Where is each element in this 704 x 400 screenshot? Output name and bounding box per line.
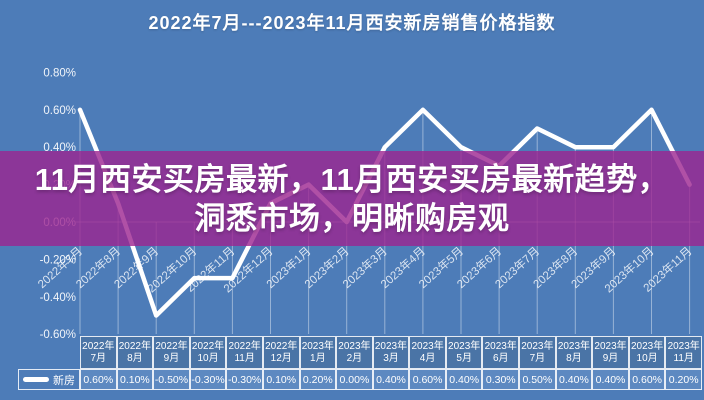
month-header-cell: 2023年 11月 xyxy=(665,336,702,369)
header-month: 1月 xyxy=(310,352,326,364)
month-header-cell: 2023年 10月 xyxy=(628,336,666,369)
headline-line-1: 11月西安买房最新，11月西安买房最新趋势， xyxy=(34,161,670,197)
header-year: 2022年 xyxy=(265,340,298,352)
y-tick-label: 0.60% xyxy=(43,105,76,117)
value-cell: 0.10% xyxy=(116,369,154,390)
month-header-cell: 2022年 10月 xyxy=(189,336,227,369)
month-header-cell: 2023年 8月 xyxy=(555,336,593,369)
value-cell: 0.60% xyxy=(628,369,666,390)
chart-title: 2022年7月---2023年11月西安新房销售价格指数 xyxy=(148,13,556,33)
month-header-cell: 2023年 2月 xyxy=(336,336,373,369)
header-year: 2022年 xyxy=(191,340,225,352)
month-header-cell: 2023年 1月 xyxy=(299,336,337,369)
month-header-cell: 2023年 3月 xyxy=(372,336,410,369)
y-tick-label: -0.40% xyxy=(40,292,76,304)
month-header-cell: 2022年 11月 xyxy=(226,336,263,369)
header-month: 5月 xyxy=(456,352,472,364)
price-index-polyline xyxy=(77,107,692,318)
header-year: 2023年 xyxy=(374,340,408,352)
header-month: 12月 xyxy=(270,352,292,364)
header-year: 2023年 xyxy=(448,340,481,352)
header-month: 11月 xyxy=(234,352,255,364)
header-month: 6月 xyxy=(492,352,509,364)
month-header-cell: 2023年 4月 xyxy=(409,336,446,369)
value-cell: 0.40% xyxy=(445,369,483,390)
legend-line-icon xyxy=(23,377,49,382)
header-year: 2022年 xyxy=(155,340,188,352)
value-cell: 0.10% xyxy=(262,369,300,390)
month-header-cell: 2023年 9月 xyxy=(592,336,629,369)
month-header-cell: 2022年 8月 xyxy=(116,336,154,369)
month-header-cell: 2022年 9月 xyxy=(153,336,190,369)
header-year: 2022年 xyxy=(118,340,151,352)
header-month: 10月 xyxy=(197,352,219,364)
header-year: 2023年 xyxy=(484,340,517,352)
header-year: 2023年 xyxy=(411,340,444,352)
month-header-cell: 2023年 6月 xyxy=(482,336,520,369)
y-tick-label: 0.80% xyxy=(43,67,76,79)
value-cell: -0.30% xyxy=(226,369,263,390)
header-month: 11月 xyxy=(673,352,694,364)
series-legend-cell: 新房 xyxy=(18,369,80,390)
value-cell: -0.50% xyxy=(153,369,190,390)
month-header-cell: 2022年 7月 xyxy=(80,336,117,369)
header-month: 2月 xyxy=(346,352,363,364)
legend-label: 新房 xyxy=(53,374,75,387)
table-corner-spacer xyxy=(18,336,80,369)
header-year: 2022年 xyxy=(228,340,261,352)
header-year: 2023年 xyxy=(521,340,554,352)
header-year: 2023年 xyxy=(557,340,591,352)
value-cell: 0.40% xyxy=(555,369,593,390)
header-month: 9月 xyxy=(163,352,180,364)
header-month: 7月 xyxy=(90,352,107,364)
value-cell: 0.30% xyxy=(482,369,520,390)
header-year: 2023年 xyxy=(630,340,664,352)
value-cell: 0.60% xyxy=(409,369,446,390)
value-cell: 0.40% xyxy=(592,369,629,390)
value-cell: 0.40% xyxy=(372,369,410,390)
header-year: 2023年 xyxy=(301,340,334,352)
data-table: 2022年 7月 2022年 8月 2022年 9月 2022年 10月 2022年 11月 202… xyxy=(18,336,702,390)
header-month: 9月 xyxy=(602,352,619,364)
value-cell: 0.00% xyxy=(336,369,373,390)
line-series-新房 xyxy=(77,107,692,318)
value-cell: -0.30% xyxy=(189,369,227,390)
header-month: 7月 xyxy=(529,352,546,364)
header-year: 2023年 xyxy=(594,340,627,352)
header-year: 2022年 xyxy=(82,340,115,352)
month-header-cell: 2022年 12月 xyxy=(262,336,300,369)
header-month: 3月 xyxy=(383,352,399,364)
value-cell: 0.50% xyxy=(519,369,556,390)
value-cell: 0.20% xyxy=(299,369,337,390)
y-tick-label: -0.60% xyxy=(40,329,76,341)
header-month: 4月 xyxy=(419,352,436,364)
value-cell: 0.20% xyxy=(665,369,702,390)
header-month: 8月 xyxy=(566,352,582,364)
header-year: 2023年 xyxy=(667,340,700,352)
headline-overlay: 11月西安买房最新，11月西安买房最新趋势， 洞悉市场，明晰购房观 xyxy=(0,151,704,246)
header-month: 10月 xyxy=(636,352,658,364)
value-cell: 0.60% xyxy=(80,369,117,390)
month-header-cell: 2023年 7月 xyxy=(519,336,556,369)
y-tick-label: -0.20% xyxy=(40,254,76,266)
month-header-cell: 2023年 5月 xyxy=(445,336,483,369)
header-year: 2023年 xyxy=(338,340,371,352)
headline-line-2: 洞悉市场，明晰购房观 xyxy=(194,200,510,236)
header-month: 8月 xyxy=(127,352,143,364)
